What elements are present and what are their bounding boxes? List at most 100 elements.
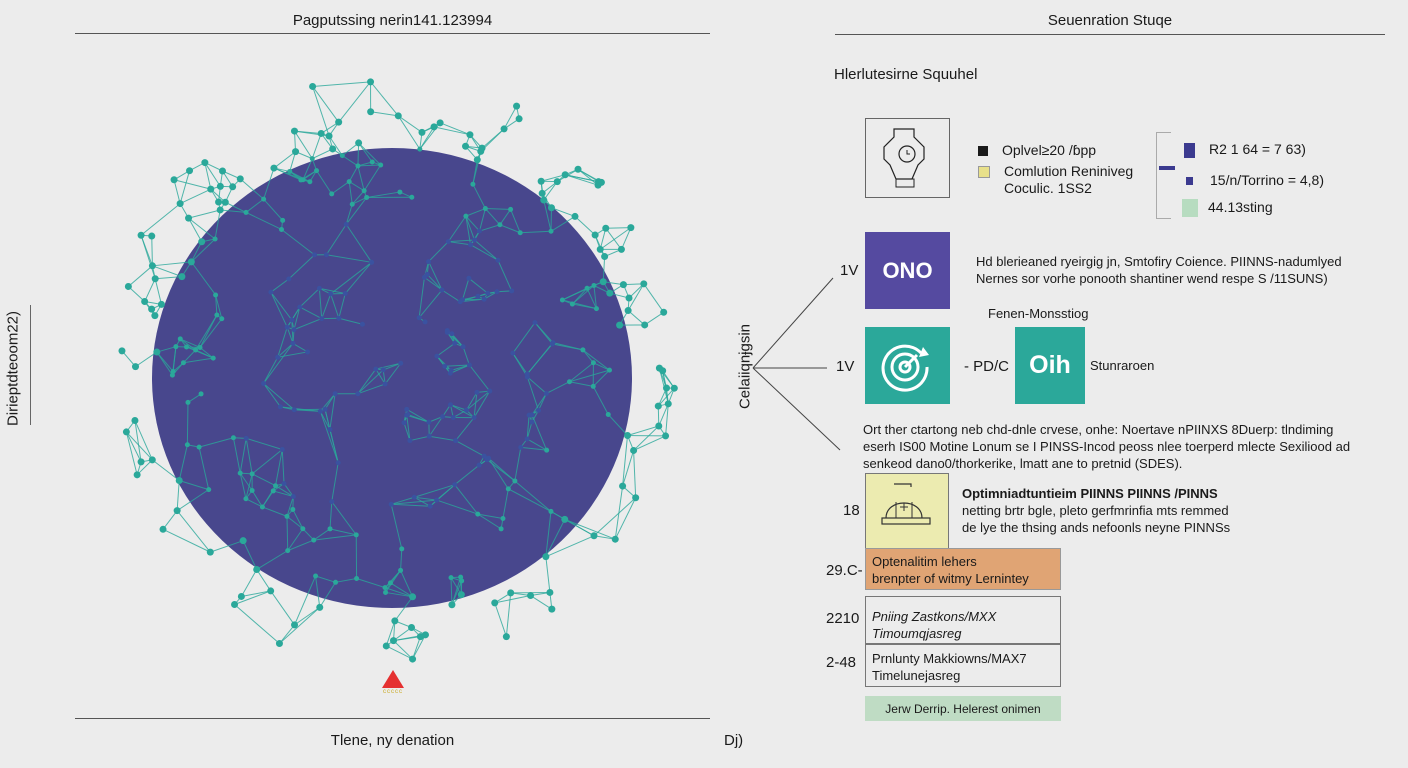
network-node: [663, 384, 671, 392]
network-node: [625, 294, 633, 302]
network-node: [472, 237, 478, 243]
network-edge: [448, 241, 471, 246]
network-node: [655, 422, 663, 430]
network-edge: [204, 162, 221, 187]
network-edge: [622, 435, 629, 487]
network-node: [122, 428, 130, 436]
network-edge: [140, 235, 156, 279]
network-edge: [454, 464, 480, 486]
legend-swatch: [978, 146, 988, 157]
network-node: [515, 115, 523, 123]
network-edge: [292, 509, 304, 529]
network-edge: [477, 513, 504, 520]
network-node: [447, 370, 453, 376]
network-node: [206, 548, 214, 556]
footer-button[interactable]: Jerw Derrip. Helerest onimen: [865, 696, 1061, 721]
network-edge: [450, 404, 475, 419]
network-edge: [462, 278, 470, 300]
network-node: [367, 108, 375, 116]
network-node: [131, 416, 139, 424]
warning-triangle-marker: [382, 670, 404, 688]
network-node: [354, 576, 360, 582]
network-node: [355, 391, 361, 397]
network-node: [176, 200, 184, 208]
network-edge: [366, 191, 400, 198]
network-node: [584, 285, 590, 291]
network-edge: [546, 381, 570, 394]
network-node: [231, 601, 239, 609]
network-edge: [331, 462, 339, 502]
network-node: [239, 537, 247, 545]
bracket-swatch: [1182, 199, 1198, 218]
network-edge: [474, 239, 499, 261]
network-node: [538, 189, 546, 197]
network-edge: [287, 539, 314, 552]
network-edge: [331, 181, 350, 195]
row1-level: 1V: [840, 262, 859, 279]
network-edge: [400, 548, 403, 571]
network-node: [559, 297, 565, 303]
network-node: [261, 196, 267, 202]
network-node: [290, 127, 298, 135]
network-edge: [429, 435, 456, 442]
network-node: [466, 362, 472, 368]
network-node: [548, 605, 556, 613]
network-edge: [293, 318, 322, 331]
network-node: [355, 163, 361, 169]
network-node: [505, 486, 511, 492]
network-edge: [450, 577, 453, 605]
network-edge: [270, 291, 288, 328]
helmet-icon: [881, 483, 931, 525]
network-node: [426, 419, 432, 425]
network-node: [422, 319, 428, 325]
network-edge: [273, 151, 296, 169]
network-node: [544, 447, 550, 453]
network-edge: [275, 449, 283, 486]
network-edge: [391, 496, 415, 505]
network-edge: [251, 449, 283, 475]
network-edge: [330, 261, 372, 295]
network-node: [300, 526, 306, 532]
network-node: [355, 139, 363, 147]
network-node: [619, 482, 627, 490]
network-node: [124, 282, 132, 290]
network-edge: [406, 415, 411, 441]
network-edge: [565, 174, 599, 183]
network-node: [641, 321, 649, 329]
network-edge: [312, 81, 371, 87]
network-edge: [302, 158, 313, 180]
network-node: [279, 226, 285, 232]
network-node: [474, 389, 480, 395]
network-edge: [526, 343, 553, 375]
network-node: [404, 406, 410, 412]
network-edge: [390, 504, 403, 550]
network-node: [284, 324, 290, 330]
network-node: [507, 589, 515, 597]
network-node: [343, 221, 349, 227]
network-edge: [375, 368, 386, 385]
network-edge: [406, 408, 430, 423]
network-edge: [299, 306, 322, 320]
network-node: [571, 212, 579, 220]
network-edge: [627, 310, 646, 326]
network-edge: [643, 283, 665, 313]
stage-title: Seuenration Stuqe: [1047, 12, 1173, 29]
network-node: [398, 567, 404, 573]
network-node: [408, 623, 416, 631]
network-edge: [345, 224, 373, 263]
network-edge: [263, 167, 275, 200]
network-edge: [393, 627, 412, 642]
network-edge: [215, 294, 218, 316]
network-edge: [384, 362, 402, 385]
row2-connector: - PD/C: [964, 358, 1009, 375]
network-node: [280, 217, 286, 223]
network-edge: [126, 431, 153, 461]
network-edge: [262, 506, 288, 517]
network-edge: [468, 277, 489, 294]
network-node: [462, 142, 470, 150]
bracket-label: R2 1 64 = 7 63): [1209, 141, 1306, 157]
network-node: [206, 487, 212, 493]
network-edge: [599, 228, 607, 250]
network-edge: [263, 343, 294, 384]
network-node: [452, 482, 458, 488]
